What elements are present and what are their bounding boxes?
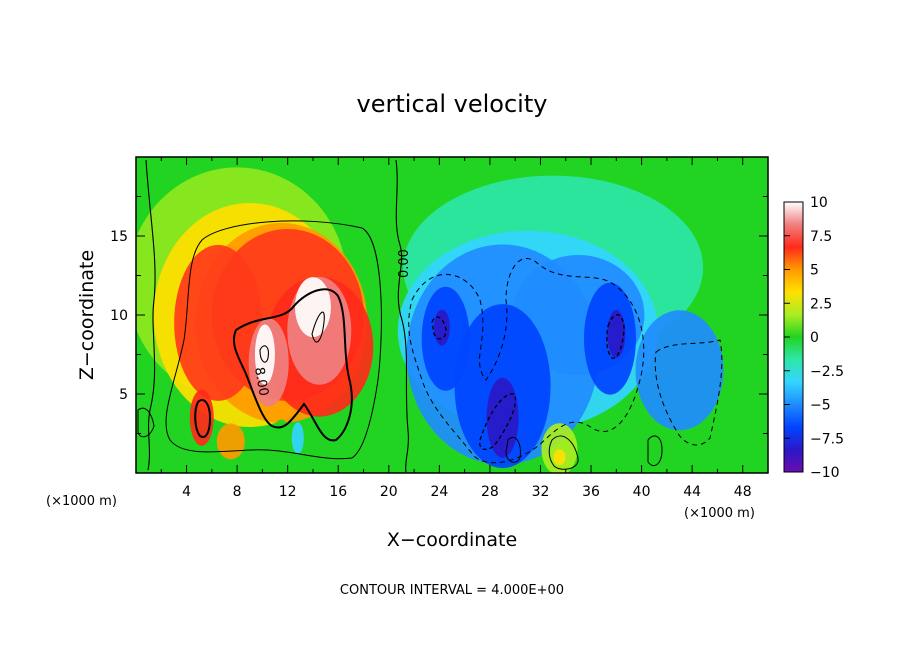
x-tick-label: 40 bbox=[633, 484, 651, 500]
pos-contour-small-4 bbox=[505, 436, 521, 463]
colorbar-tick-label: −7.5 bbox=[810, 431, 844, 447]
y-axis: 5 10 15 bbox=[110, 196, 768, 434]
y-tick-label: 15 bbox=[110, 229, 128, 245]
zero-contour-left bbox=[145, 159, 156, 471]
x-tick-label: 8 bbox=[233, 484, 242, 500]
heatmap-region bbox=[216, 423, 245, 460]
x-tick-label: 36 bbox=[582, 484, 600, 500]
twelve-contour-inner-2 bbox=[259, 345, 269, 363]
zero-contour-middle bbox=[395, 159, 409, 473]
x-axis-label: X−coordinate bbox=[387, 529, 517, 551]
heatmap-region bbox=[635, 310, 724, 431]
heatmap-region bbox=[291, 422, 304, 455]
pos-contour-small-3 bbox=[137, 407, 155, 438]
x-tick-label: 16 bbox=[329, 484, 347, 500]
heatmap-field: 0.00 8.00 bbox=[136, 157, 768, 473]
eight-contour-left bbox=[194, 399, 212, 438]
heatmap-region bbox=[254, 324, 275, 385]
x-tick-label: 20 bbox=[380, 484, 398, 500]
colorbar-tick-label: 2.5 bbox=[810, 296, 832, 312]
x-unit-label-left: (×1000 m) bbox=[46, 494, 117, 509]
x-tick-label: 48 bbox=[734, 484, 752, 500]
heatmap-region bbox=[607, 309, 626, 358]
x-tick-label: 32 bbox=[532, 484, 550, 500]
colorbar-tick-label: −5 bbox=[810, 398, 831, 414]
chart-title: vertical velocity bbox=[357, 90, 548, 118]
neg-contour-east bbox=[654, 339, 723, 446]
strong-down-contour-2 bbox=[606, 314, 625, 359]
eight-contour-main bbox=[232, 288, 353, 442]
heatmap-region bbox=[294, 277, 331, 338]
zero-contour-updraft-envelope bbox=[165, 220, 382, 460]
x-unit-label-right: (×1000 m) bbox=[684, 506, 755, 521]
colorbar-tick-label: 7.5 bbox=[810, 229, 832, 245]
strong-down-contour-3 bbox=[431, 316, 447, 340]
colorbar-ticks: 10 7.5 5 2.5 0 −2.5 −5 −7.5 −10 bbox=[784, 195, 844, 481]
colorbar-tick-label: 0 bbox=[810, 330, 819, 346]
contour-lines bbox=[137, 159, 723, 473]
colorbar: 10 7.5 5 2.5 0 −2.5 −5 −7.5 −10 bbox=[783, 195, 844, 481]
colorbar-tick-label: −10 bbox=[810, 465, 840, 481]
x-tick-label: 44 bbox=[683, 484, 701, 500]
contour-label-zero: 0.00 bbox=[397, 249, 412, 278]
colorbar-tick-label: 10 bbox=[810, 195, 828, 211]
heatmap-region bbox=[644, 426, 665, 463]
colorbar-tick-label: −2.5 bbox=[810, 364, 844, 380]
heatmap-region bbox=[390, 435, 407, 464]
colorbar-tick-label: 5 bbox=[810, 263, 819, 279]
heatmap-region bbox=[486, 377, 519, 458]
x-tick-label: 4 bbox=[182, 484, 191, 500]
contour-interval-note: CONTOUR INTERVAL = 4.000E+00 bbox=[340, 583, 564, 598]
contour-label-eight: 8.00 bbox=[251, 366, 271, 397]
strong-down-contour-1 bbox=[479, 393, 517, 451]
twelve-contour-inner bbox=[311, 311, 325, 343]
heatmap-region bbox=[433, 309, 450, 346]
x-tick-label: 28 bbox=[481, 484, 499, 500]
y-tick-label: 5 bbox=[119, 387, 128, 403]
pos-contour-small-1 bbox=[548, 435, 579, 470]
pos-contour-small-2 bbox=[647, 435, 663, 466]
y-tick-label: 10 bbox=[110, 308, 128, 324]
y-axis-label: Z−coordinate bbox=[76, 250, 98, 380]
x-axis: 4 8 12 16 20 24 28 32 36 40 44 48 bbox=[160, 157, 752, 500]
x-tick-label: 12 bbox=[279, 484, 297, 500]
neg-contour-west bbox=[408, 258, 645, 464]
x-tick-label: 24 bbox=[430, 484, 448, 500]
heatmap-region bbox=[553, 449, 566, 466]
